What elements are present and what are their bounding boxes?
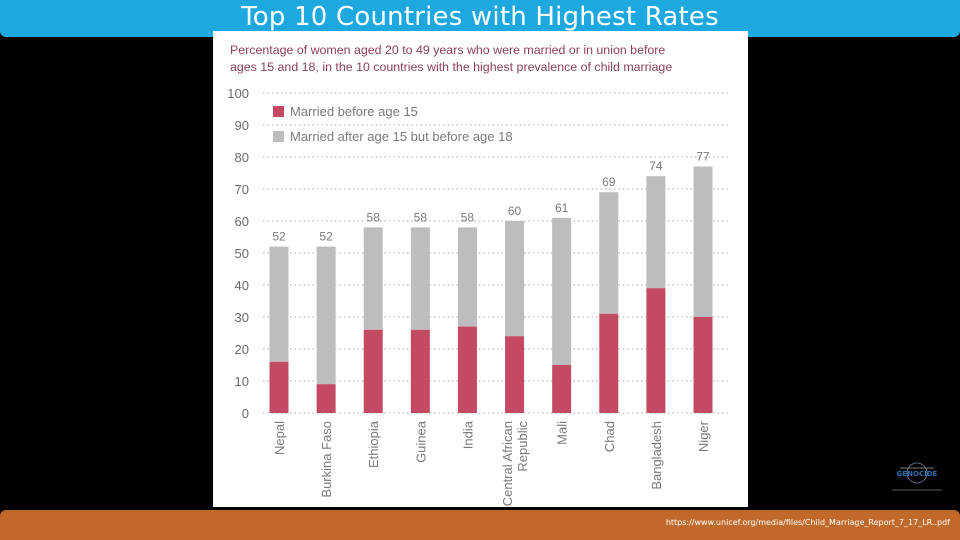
bar-total-label: 69 xyxy=(602,175,616,189)
y-tick-label: 100 xyxy=(227,86,249,101)
bar-married-after-15 xyxy=(693,166,713,317)
bar-total-label: 60 xyxy=(508,204,522,218)
bar-married-before-15 xyxy=(316,384,336,413)
logo-wordmark: GENOCIDE xyxy=(897,470,938,478)
x-category-label: Central African xyxy=(500,421,515,506)
bar-married-before-15 xyxy=(363,329,383,413)
y-tick-label: 40 xyxy=(235,278,249,293)
logo-ring xyxy=(906,462,928,484)
bar-total-label: 58 xyxy=(414,210,428,224)
y-tick-label: 60 xyxy=(235,214,249,229)
bar-married-after-15 xyxy=(316,246,336,385)
bar-total-label: 74 xyxy=(649,159,663,173)
bar-total-label: 52 xyxy=(319,230,333,244)
bar-total-label: 52 xyxy=(272,230,286,244)
genocide-logo: GENOCIDE xyxy=(892,462,942,491)
bar-married-after-15 xyxy=(269,246,289,362)
x-category-label: Nepal xyxy=(272,421,287,455)
bar-married-after-15 xyxy=(410,227,430,330)
x-category-label: Ethiopia xyxy=(366,420,381,468)
legend-label-married-before-15: Married before age 15 xyxy=(290,104,418,119)
x-category-label: Chad xyxy=(602,421,617,452)
bar-married-before-15 xyxy=(410,329,430,413)
bar-married-before-15 xyxy=(269,361,289,413)
bar-married-before-15 xyxy=(505,336,525,413)
bar-total-label: 61 xyxy=(555,201,569,215)
y-tick-label: 70 xyxy=(235,182,249,197)
x-category-label: Mali xyxy=(555,421,570,445)
bar-married-before-15 xyxy=(599,313,619,413)
bar-married-after-15 xyxy=(363,227,383,330)
bar-total-label: 77 xyxy=(696,150,710,164)
bar-married-before-15 xyxy=(646,288,666,413)
slide-title-text: Top 10 Countries with Highest Rates xyxy=(235,2,725,32)
bar-married-before-15 xyxy=(552,365,572,413)
x-category-label: Burkina Faso xyxy=(319,421,334,498)
bar-married-before-15 xyxy=(693,317,713,413)
chart-title-line: Percentage of women aged 20 to 49 years … xyxy=(230,43,665,57)
stacked-bar-chart: Percentage of women aged 20 to 49 years … xyxy=(227,43,731,506)
legend-swatch-married-before-15 xyxy=(273,106,284,117)
y-tick-label: 90 xyxy=(235,118,249,133)
y-tick-label: 20 xyxy=(235,342,249,357)
x-category-label: India xyxy=(460,420,475,449)
y-tick-label: 10 xyxy=(235,374,249,389)
chart-title-line: ages 15 and 18, in the 10 countries with… xyxy=(230,60,672,74)
source-link[interactable]: https://www.unicef.org/media/files/Child… xyxy=(665,518,950,527)
bar-married-after-15 xyxy=(599,192,619,314)
chart-panel: Percentage of women aged 20 to 49 years … xyxy=(213,31,748,507)
y-tick-label: 0 xyxy=(242,406,249,421)
y-tick-label: 30 xyxy=(235,310,249,325)
bar-married-after-15 xyxy=(646,176,666,289)
legend-label-married-after-15: Married after age 15 but before age 18 xyxy=(290,129,513,144)
bar-married-after-15 xyxy=(552,217,572,365)
x-category-label: Republic xyxy=(515,421,530,472)
x-category-label: Niger xyxy=(696,420,711,452)
bar-married-after-15 xyxy=(457,227,477,327)
bar-total-label: 58 xyxy=(367,210,381,224)
y-tick-label: 80 xyxy=(235,150,249,165)
bar-married-after-15 xyxy=(505,221,525,337)
slide-title: Top 10 Countries with Highest Rates xyxy=(0,0,960,34)
bar-total-label: 58 xyxy=(461,210,475,224)
bar-married-before-15 xyxy=(457,326,477,413)
y-tick-label: 50 xyxy=(235,246,249,261)
x-category-label: Bangladesh xyxy=(649,421,664,490)
footer-bar: https://www.unicef.org/media/files/Child… xyxy=(0,510,960,540)
legend-swatch-married-after-15 xyxy=(273,131,284,142)
x-category-label: Guinea xyxy=(413,420,428,463)
